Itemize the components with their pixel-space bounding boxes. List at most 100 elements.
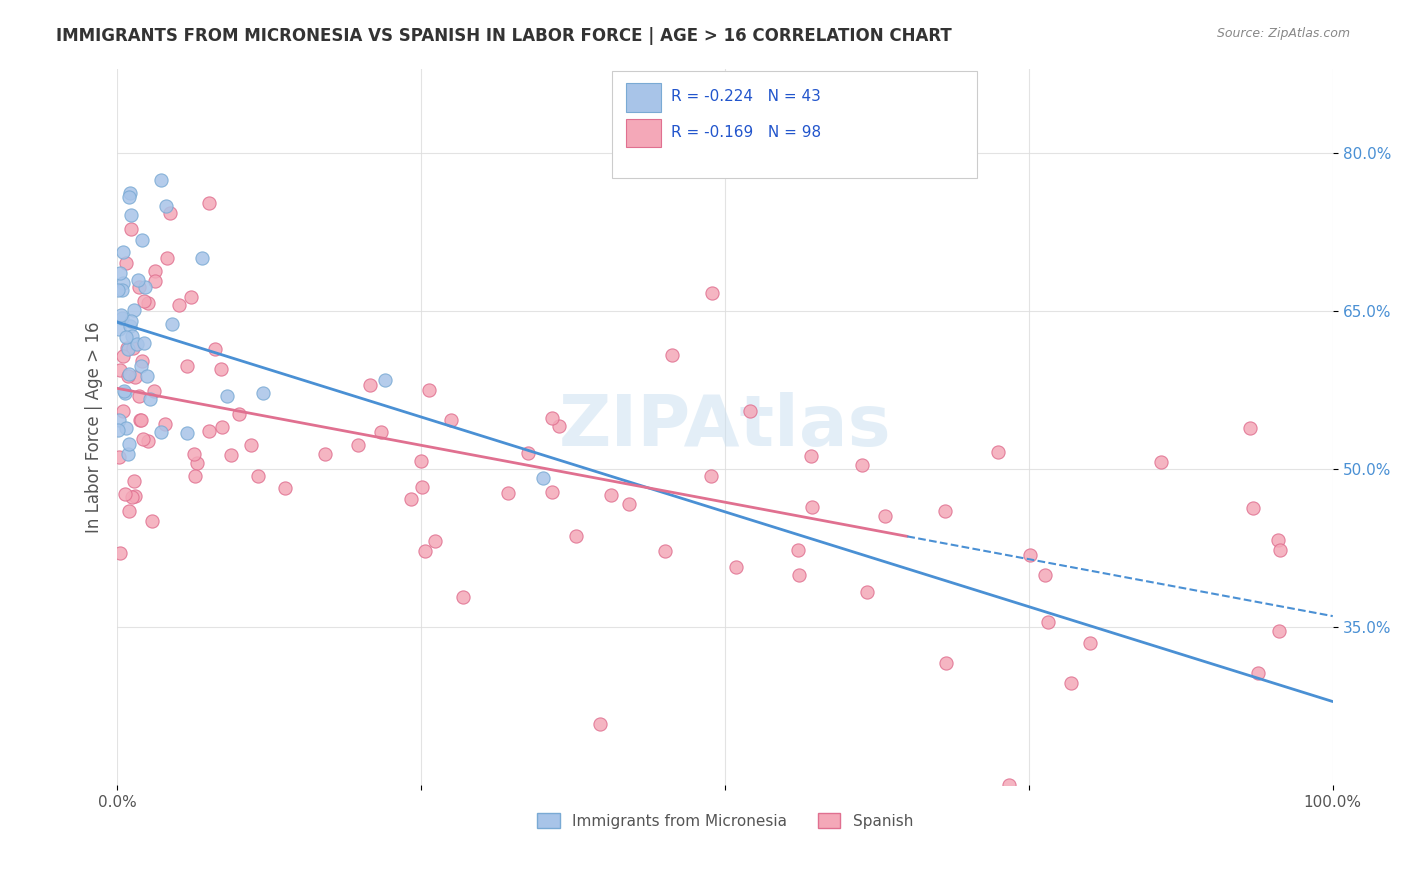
Spanish: [108, 363, 131, 377]
Text: ZIPAtlas: ZIPAtlas: [558, 392, 891, 461]
Immigrants from Micronesia: [120, 208, 142, 222]
Spanish: [1036, 615, 1059, 629]
Immigrants from Micronesia: [252, 385, 274, 400]
Spanish: [115, 342, 138, 356]
Spanish: [138, 434, 160, 449]
Spanish: [121, 342, 143, 356]
Spanish: [423, 533, 446, 548]
Spanish: [111, 349, 134, 363]
Spanish: [409, 454, 432, 468]
Y-axis label: In Labor Force | Age > 16: In Labor Force | Age > 16: [86, 321, 103, 533]
Immigrants from Micronesia: [107, 283, 129, 297]
Spanish: [541, 410, 564, 425]
Spanish: [1059, 676, 1081, 690]
Immigrants from Micronesia: [110, 283, 132, 297]
Immigrants from Micronesia: [115, 421, 138, 435]
Text: Source: ZipAtlas.com: Source: ZipAtlas.com: [1216, 27, 1350, 40]
Immigrants from Micronesia: [114, 385, 136, 400]
Spanish: [565, 529, 588, 543]
Spanish: [143, 263, 166, 277]
Spanish: [541, 485, 564, 500]
Spanish: [654, 544, 676, 558]
Spanish: [274, 481, 297, 495]
Spanish: [851, 458, 873, 472]
Immigrants from Micronesia: [114, 330, 136, 344]
Immigrants from Micronesia: [110, 308, 132, 322]
Immigrants from Micronesia: [120, 314, 142, 328]
Spanish: [128, 389, 150, 403]
Spanish: [141, 514, 163, 528]
Spanish: [124, 370, 146, 384]
Spanish: [700, 468, 723, 483]
Spanish: [184, 469, 207, 483]
Immigrants from Micronesia: [108, 266, 131, 280]
Spanish: [118, 504, 141, 518]
Immigrants from Micronesia: [191, 251, 214, 265]
Spanish: [1019, 548, 1042, 562]
Spanish: [228, 407, 250, 421]
Immigrants from Micronesia: [150, 173, 173, 187]
Immigrants from Micronesia: [139, 392, 162, 406]
Spanish: [1268, 542, 1291, 557]
Spanish: [1247, 665, 1270, 680]
Immigrants from Micronesia: [117, 447, 139, 461]
Immigrants from Micronesia: [107, 423, 129, 437]
Spanish: [787, 542, 810, 557]
Spanish: [998, 778, 1021, 792]
Immigrants from Micronesia: [135, 369, 157, 384]
Spanish: [1150, 455, 1173, 469]
Spanish: [617, 497, 640, 511]
Immigrants from Micronesia: [117, 342, 139, 356]
Immigrants from Micronesia: [155, 199, 177, 213]
Immigrants from Micronesia: [112, 384, 135, 398]
Spanish: [1033, 567, 1056, 582]
Spanish: [128, 413, 150, 427]
Spanish: [1268, 624, 1291, 639]
Spanish: [411, 480, 433, 494]
Immigrants from Micronesia: [118, 186, 141, 200]
Spanish: [800, 500, 823, 514]
Immigrants from Micronesia: [111, 310, 134, 325]
Immigrants from Micronesia: [215, 389, 238, 403]
Spanish: [198, 424, 221, 438]
Spanish: [787, 567, 810, 582]
Immigrants from Micronesia: [118, 436, 141, 450]
Immigrants from Micronesia: [122, 302, 145, 317]
Immigrants from Micronesia: [149, 425, 172, 440]
Spanish: [440, 413, 463, 427]
Spanish: [186, 456, 208, 470]
Spanish: [167, 298, 190, 312]
Spanish: [153, 417, 176, 432]
Spanish: [129, 413, 152, 427]
Spanish: [124, 489, 146, 503]
Immigrants from Micronesia: [118, 319, 141, 334]
Spanish: [159, 206, 181, 220]
Spanish: [114, 487, 136, 501]
Spanish: [124, 474, 146, 488]
Spanish: [418, 383, 440, 397]
Spanish: [204, 342, 226, 356]
Immigrants from Micronesia: [121, 329, 143, 343]
Spanish: [873, 508, 896, 523]
Spanish: [108, 450, 131, 465]
Spanish: [547, 418, 569, 433]
Spanish: [108, 546, 131, 560]
Immigrants from Micronesia: [531, 471, 554, 485]
Immigrants from Micronesia: [127, 337, 149, 351]
Immigrants from Micronesia: [129, 359, 152, 373]
Spanish: [183, 447, 205, 461]
Spanish: [496, 486, 519, 500]
Spanish: [451, 590, 474, 604]
Text: IMMIGRANTS FROM MICRONESIA VS SPANISH IN LABOR FORCE | AGE > 16 CORRELATION CHAR: IMMIGRANTS FROM MICRONESIA VS SPANISH IN…: [56, 27, 952, 45]
Immigrants from Micronesia: [118, 190, 141, 204]
Spanish: [661, 348, 683, 362]
Spanish: [702, 285, 724, 300]
Spanish: [314, 447, 336, 461]
Immigrants from Micronesia: [118, 368, 141, 382]
Immigrants from Micronesia: [134, 280, 156, 294]
Spanish: [359, 378, 381, 392]
Spanish: [209, 362, 232, 376]
Spanish: [516, 446, 538, 460]
Immigrants from Micronesia: [160, 317, 183, 331]
Spanish: [143, 274, 166, 288]
